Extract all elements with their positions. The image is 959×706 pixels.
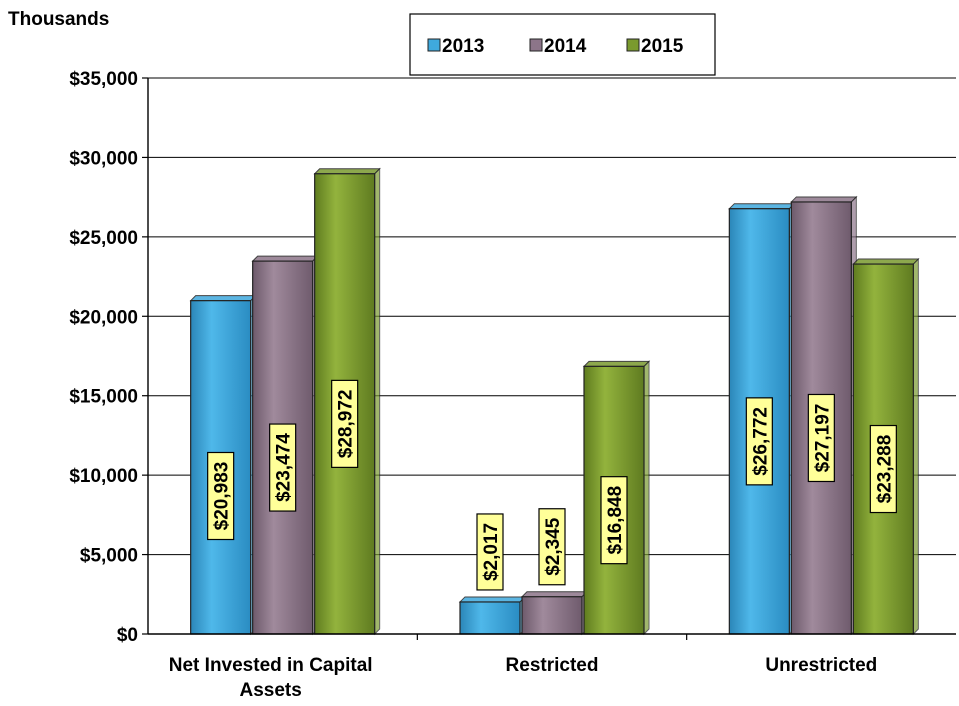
category-labels: Net Invested in Capital Assets Restricted U…	[169, 655, 878, 701]
legend-swatch-2013	[427, 38, 441, 52]
data-label: $20,983	[207, 451, 235, 541]
bar-top	[852, 258, 920, 265]
data-label-text: $26,772	[750, 407, 771, 476]
legend-label-2015: 2015	[641, 36, 684, 57]
data-labels: $20,983 $23,474 $28,972 $2,017 $2,345 $16,848…	[207, 379, 897, 591]
bar-top	[728, 203, 796, 210]
data-label-box	[269, 423, 297, 512]
bar-top	[790, 196, 858, 203]
data-label-text: $20,983	[212, 462, 233, 531]
data-label-box	[331, 379, 359, 468]
bar-top	[582, 360, 651, 367]
data-label-text: $23,474	[274, 433, 295, 502]
legend-label-2013: 2013	[442, 36, 484, 57]
data-label: $16,848	[600, 476, 628, 565]
y-tick-label: $25,000	[69, 228, 138, 249]
y-tick-label: $5,000	[80, 546, 138, 567]
bar-2014	[521, 596, 583, 635]
data-label-text: $2,345	[543, 517, 564, 576]
data-label: $26,772	[745, 397, 773, 486]
category-label: Net Invested in Capital	[169, 655, 373, 676]
y-tick-label: $35,000	[69, 69, 138, 90]
y-axis-ticks: $0 $5,000 $10,000 $15,000 $20,000 $25,000 $30,…	[69, 69, 148, 646]
data-label: $23,288	[869, 424, 897, 514]
bar-top	[251, 255, 319, 262]
data-label-box	[538, 508, 566, 586]
data-label-box	[869, 424, 897, 514]
data-label-box	[600, 476, 628, 565]
data-label-text: $16,848	[605, 486, 626, 555]
axes	[147, 78, 956, 640]
bar-top	[189, 295, 257, 302]
data-label-text: $28,972	[336, 390, 357, 459]
y-tick-label: $15,000	[69, 387, 138, 408]
data-label-box	[207, 451, 235, 541]
data-label: $27,197	[807, 393, 835, 483]
data-label: $28,972	[331, 379, 359, 468]
legend-swatch-2014	[529, 38, 543, 52]
legend-label-2014: 2014	[544, 36, 587, 57]
legend: 2013 2014 2015	[409, 13, 716, 76]
bar-top	[458, 596, 527, 603]
category-label: Assets	[240, 680, 302, 701]
legend-box	[409, 13, 716, 76]
y-tick-label: $0	[117, 625, 138, 646]
bar-side	[912, 257, 919, 636]
y-tick-label: $30,000	[69, 148, 138, 169]
bar-side	[374, 167, 381, 636]
y-tick-label: $10,000	[69, 466, 138, 487]
data-label-text: $23,288	[874, 435, 895, 504]
data-label: $23,474	[269, 423, 297, 512]
y-tick-label: $20,000	[69, 307, 138, 328]
bar-2013	[459, 601, 521, 635]
data-label-box	[745, 397, 773, 486]
legend-swatch-2015	[626, 38, 640, 52]
bar-top	[313, 168, 381, 175]
y-axis-label: Thousands	[8, 9, 109, 30]
data-label-text: $2,017	[481, 523, 502, 581]
bar-side	[643, 360, 650, 636]
category-label: Restricted	[506, 655, 599, 676]
bar-top	[520, 591, 589, 598]
data-label-box	[807, 393, 835, 483]
data-label-text: $27,197	[812, 404, 833, 473]
category-label: Unrestricted	[765, 655, 877, 676]
data-label-box	[476, 513, 504, 591]
data-label: $2,345	[538, 508, 566, 586]
data-label: $2,017	[476, 513, 504, 591]
